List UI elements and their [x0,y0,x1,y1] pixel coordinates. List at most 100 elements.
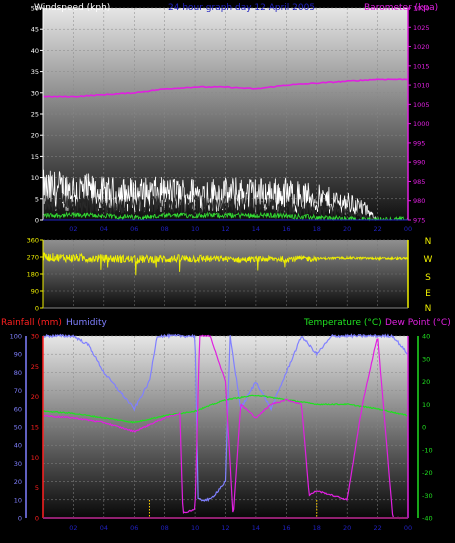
rainfall-tick: 0 [35,515,39,523]
panel1-x-tick: 10 [191,225,199,233]
panel3-x-tick: 12 [221,524,229,532]
compass-label: S [425,273,431,283]
panel1-x-tick: 08 [161,225,169,233]
compass-label: N [425,237,432,247]
panel1-x-tick: 16 [282,225,290,233]
temperature-tick: -20 [422,469,433,477]
panel1-right-tick: 1000 [413,120,430,128]
panel3-x-tick: 22 [373,524,381,532]
panel1-right-tick: 1030 [413,5,430,13]
panel2-left-tick: 180 [27,271,39,279]
panel1-grid [43,7,409,221]
panel1-axes: 0510152025303540455097598098599099510001… [31,5,430,234]
panel1-x-tick: 14 [252,225,260,233]
panel1-left-tick: 25 [31,111,39,119]
panel1-x-tick: 00 [404,225,412,233]
panel1-right-tick: 995 [413,139,425,147]
panel3-x-tick: 02 [69,524,77,532]
panel3-x-tick: 10 [191,524,199,532]
panel2-left-tick: 270 [27,254,39,262]
panel3-x-tick: 18 [313,524,321,532]
panel1-left-tick: 35 [31,68,39,76]
panel1-left-tick: 0 [35,217,39,225]
humidity-tick: 0 [18,515,22,523]
panel1-left-tick: 10 [31,174,39,182]
panel1-left-tick: 50 [31,5,39,13]
dewpoint-axis-label: Dew Point (°C) [385,318,451,328]
rainfall-tick: 10 [31,454,39,462]
temperature-tick: 30 [422,355,430,363]
panel2-left-tick: 360 [27,237,39,245]
panel3-x-tick: 00 [404,524,412,532]
panel3-plot-area [43,336,408,518]
temperature-tick: -40 [422,515,433,523]
compass-label: N [425,304,432,314]
panel1-right-tick: 990 [413,159,425,167]
panel1-right-tick: 985 [413,178,425,186]
panel1-x-tick: 20 [343,225,351,233]
panel1-left-tick: 40 [31,47,39,55]
panel3-x-tick: 16 [282,524,290,532]
barometer-axis-label: Barometer (kpa) [364,3,438,13]
temperature-line [42,394,409,424]
rainfall-tick: 5 [35,484,39,492]
temperature-axis-label: Temperature (°C) [303,318,382,328]
graph-date-title: 24 hour graph day 12 April 2005 [168,3,315,13]
temperature-tick: -30 [422,492,433,500]
rainfall-axis-label: Rainfall (mm) [1,318,62,328]
panel2-left-tick: 0 [35,305,39,313]
panel1-right-tick: 1010 [413,82,430,90]
panel1-right-tick: 1020 [413,43,430,51]
panel1-right-tick: 1015 [413,62,430,70]
humidity-tick: 60 [14,405,22,413]
temperature-tick: 0 [422,424,426,432]
panel1-x-tick: 06 [130,225,138,233]
windspeed-axis-label: Windspeed (kph) [34,3,110,13]
panel3-x-tick: 20 [343,524,351,532]
panel1-right-tick: 1005 [413,101,430,109]
humidity-tick: 20 [14,478,22,486]
panel1-x-tick: 18 [313,225,321,233]
panel1-x-tick: 12 [221,225,229,233]
panel3-x-tick: 04 [100,524,108,532]
panel1-left-tick: 5 [35,195,39,203]
panel1-x-tick: 02 [69,225,77,233]
temperature-tick: 10 [422,401,430,409]
panel3-axes: 0102030405060708090100051015202530-40-30… [10,333,433,533]
panel1-right-tick: 975 [413,217,425,225]
humidity-tick: 40 [14,442,22,450]
panel1-left-tick: 45 [31,26,39,34]
humidity-tick: 90 [14,351,22,359]
panel1-x-tick: 22 [373,225,381,233]
compass-label: W [424,255,433,265]
rainfall-tick: 25 [31,363,39,371]
dewpoint-line [42,334,409,520]
rainfall-tick: 20 [31,393,39,401]
compass-label: E [425,289,431,299]
temperature-tick: 40 [422,333,430,341]
wind-direction-line [42,252,409,276]
humidity-tick: 50 [14,424,22,432]
rainfall-tick: 30 [31,333,39,341]
humidity-tick: 10 [14,496,22,504]
rainfall-tick: 15 [31,424,39,432]
barometer-line [42,78,409,98]
humidity-axis-label: Humidity [66,318,107,328]
panel1-right-tick: 1025 [413,24,430,32]
panel1-x-tick: 04 [100,225,108,233]
panel1-left-tick: 15 [31,153,39,161]
panel1-left-tick: 30 [31,89,39,97]
humidity-tick: 70 [14,387,22,395]
temperature-tick: -10 [422,446,433,454]
panel2-series [42,252,409,276]
humidity-tick: 80 [14,369,22,377]
panel1-right-tick: 980 [413,197,425,205]
temperature-tick: 20 [422,378,430,386]
panel3-x-tick: 06 [130,524,138,532]
panel1-left-tick: 20 [31,132,39,140]
humidity-tick: 30 [14,460,22,468]
wind-speed-line [42,192,408,221]
panel3-x-tick: 08 [161,524,169,532]
panel3-x-tick: 14 [252,524,260,532]
